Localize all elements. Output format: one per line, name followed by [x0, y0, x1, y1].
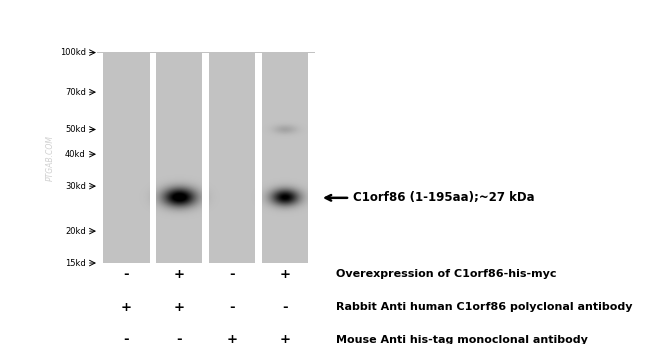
Text: -: - [229, 301, 235, 314]
Bar [202, 53, 209, 263]
Bar [315, 1, 546, 286]
Text: 100kd: 100kd [60, 48, 86, 57]
Text: 30kd: 30kd [65, 182, 86, 191]
Text: Mouse Anti his-tag monoclonal antibody: Mouse Anti his-tag monoclonal antibody [336, 335, 588, 344]
Text: +: + [227, 333, 237, 344]
Text: -: - [176, 333, 182, 344]
Bar [262, 53, 308, 263]
Text: -: - [282, 301, 288, 314]
Bar [255, 53, 262, 263]
Text: 20kd: 20kd [65, 227, 86, 236]
Text: +: + [174, 301, 185, 314]
Text: 15kd: 15kd [65, 259, 86, 268]
Bar [209, 53, 255, 263]
Text: -: - [124, 333, 129, 344]
Text: Rabbit Anti human C1orf86 polyclonal antibody: Rabbit Anti human C1orf86 polyclonal ant… [336, 302, 633, 312]
Bar [97, 53, 103, 263]
Text: +: + [280, 268, 291, 281]
Bar [150, 53, 156, 263]
Bar [308, 53, 315, 263]
Text: +: + [280, 333, 291, 344]
Bar [103, 53, 150, 263]
Text: PTGAB.COM: PTGAB.COM [46, 135, 55, 181]
Text: -: - [229, 268, 235, 281]
Text: C1orf86 (1-195aa);~27 kDa: C1orf86 (1-195aa);~27 kDa [353, 191, 534, 204]
Text: 50kd: 50kd [65, 125, 86, 134]
Text: Overexpression of C1orf86-his-myc: Overexpression of C1orf86-his-myc [336, 269, 557, 279]
Bar [156, 53, 202, 263]
Text: 70kd: 70kd [65, 88, 86, 97]
Text: 40kd: 40kd [65, 150, 86, 159]
Text: +: + [174, 268, 185, 281]
Text: -: - [124, 268, 129, 281]
Text: +: + [121, 301, 132, 314]
Bar [1, 1, 97, 286]
